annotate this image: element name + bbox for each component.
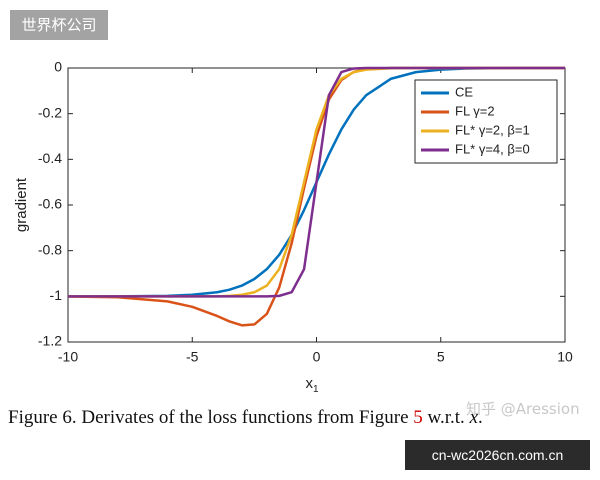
x-tick-label: -5 [186, 349, 199, 365]
y-axis-label: gradient [13, 177, 30, 232]
legend-label: CE [455, 84, 473, 99]
y-tick-label: -0.2 [38, 104, 62, 120]
legend-label: FL* γ=2, β=1 [455, 122, 530, 137]
watermark-badge: 世界杯公司 [10, 10, 108, 40]
y-tick-label: -1.2 [38, 333, 62, 349]
x-tick-label: 5 [437, 349, 445, 365]
x-axis-label-main: x [305, 375, 313, 392]
caption-var: x [469, 407, 478, 428]
x-tick-label: -10 [58, 349, 78, 365]
caption-text: w.r.t. [422, 407, 470, 428]
y-tick-label: -0.4 [38, 150, 62, 166]
figure-caption: Figure 6. Derivates of the loss function… [8, 407, 483, 429]
legend-label: FL* γ=4, β=0 [455, 141, 530, 156]
line-series [68, 66, 565, 298]
y-tick-label: -0.6 [38, 196, 62, 212]
watermark-badge: cn-wc2026cn.com.cn [405, 440, 590, 470]
chart: gradient x1 0 -0.2 -0.4 -0.6 -0.8 -1 -1.2-10 -5… [13, 59, 573, 395]
x-axis-label: x1 [305, 375, 319, 395]
faint-watermark: 知乎 @Aression [466, 400, 580, 418]
caption-ref[interactable]: 5 [413, 407, 423, 428]
x-tick-label: 10 [557, 349, 573, 365]
y-tick-label: -1 [50, 287, 63, 303]
caption-text: . [478, 407, 483, 428]
line-series [68, 66, 565, 298]
x-axis-label-sub: 1 [313, 384, 319, 395]
y-tick-label: 0 [54, 59, 62, 75]
y-tick-label: -0.8 [38, 241, 62, 257]
caption-text: Figure 6. Derivates of the loss function… [8, 407, 414, 428]
x-tick-label: 0 [313, 349, 321, 365]
legend-label: FL γ=2 [455, 103, 495, 118]
